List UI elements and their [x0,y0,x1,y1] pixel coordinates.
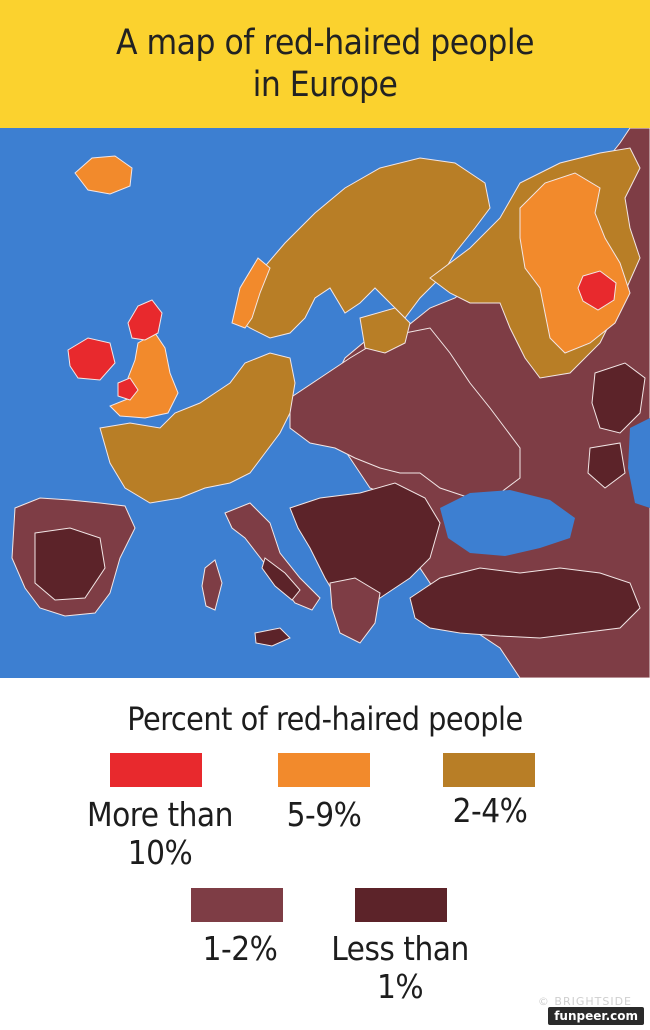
region-greece-1-2 [329,577,381,644]
region-scandinavia-2-4 [234,157,491,339]
caspian-sea [628,418,650,508]
legend-label-5-9-line1: 5-9% [286,795,362,834]
legend-label-more-than-10-line1: More than [87,795,233,834]
legend-swatch-1-2 [191,888,283,922]
legend-swatch-less-than-1 [355,888,447,922]
region-norway-5-9 [231,257,271,329]
region-balkans-less1 [289,482,441,619]
legend-label-more-than-10-line2: 10% [127,833,193,872]
legend-label-less-than-1: Less than 1% [300,930,500,1006]
legend-title: Percent of red-haired people [127,700,523,738]
legend-label-5-9: 5-9% [244,796,404,834]
black-sea [440,490,575,556]
europe-map [0,128,650,678]
watermark: funpeer.com [548,1007,644,1025]
legend-label-1-2-line1: 1-2% [202,929,278,968]
region-scotland-10plus [127,299,163,341]
title-line-2: in Europe [252,65,398,105]
brand-mark: © BRIGHTSIDE [537,995,632,1008]
legend-label-2-4-line1: 2-4% [452,791,528,830]
legend-label-2-4: 2-4% [410,792,570,830]
legend: Percent of red-haired people More than 1… [0,678,650,1030]
region-england-5-9 [109,332,179,419]
region-sardinia [201,559,223,611]
region-turkey-less1 [409,567,641,639]
legend-label-less-than-1-line2: 1% [376,967,424,1006]
region-caspian-less1 [587,442,626,489]
region-caucasus-less1 [591,362,646,434]
region-sicily [254,627,291,647]
region-italy-less1 [261,557,301,601]
region-west-2-4 [99,352,296,504]
region-iceland-5-9 [74,155,133,195]
legend-label-more-than-10: More than 10% [60,796,260,872]
legend-swatch-2-4 [443,753,535,787]
region-russia-5-9 [519,172,631,354]
legend-swatch-more-than-10 [110,753,202,787]
legend-label-less-than-1-line1: Less than [331,929,469,968]
title-line-1: A map of red-haired people [115,23,535,63]
title-banner: A map of red-haired people in Europe [0,0,650,128]
region-wales-10plus [117,377,139,401]
region-russia-10plus [577,270,617,311]
region-ireland-10plus [67,337,116,381]
region-iberia-less1 [34,527,106,601]
legend-swatch-5-9 [278,753,370,787]
region-italy-1-2 [224,502,321,611]
legend-label-1-2: 1-2% [160,930,320,968]
region-baltics-2-4 [359,307,411,354]
